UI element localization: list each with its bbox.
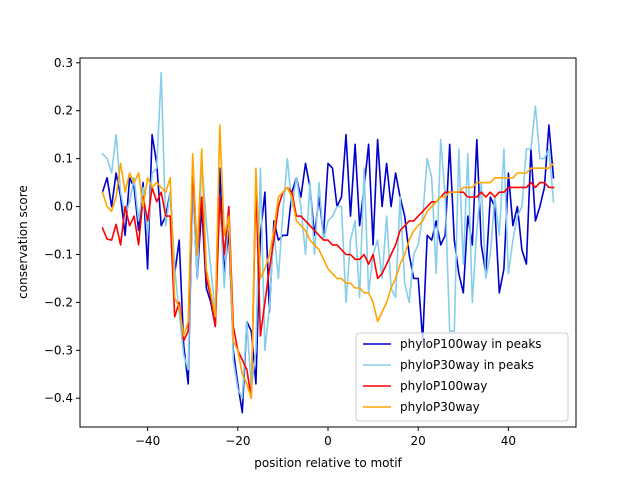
x-tick-label: −40 [135, 434, 160, 448]
legend-label-2: phyloP30way in peaks [400, 358, 534, 372]
legend-label-4: phyloP30way [400, 400, 480, 414]
y-axis-label: conservation score [16, 185, 30, 299]
y-tick-label: −0.1 [44, 247, 73, 261]
series-layer [101, 71, 555, 414]
x-tick-label: −20 [225, 434, 250, 448]
x-tick-label: 40 [501, 434, 516, 448]
y-tick-label: 0.3 [54, 56, 73, 70]
plot-area [79, 57, 577, 428]
x-axis: −40 −20 0 20 40 [135, 427, 516, 448]
series-line-1 [101, 124, 555, 414]
y-tick-label: −0.4 [44, 391, 73, 405]
y-tick-label: −0.2 [44, 295, 73, 309]
x-tick-label: 0 [324, 434, 332, 448]
legend: phyloP100way in peaks phyloP30way in peak… [355, 332, 569, 422]
y-tick-label: −0.3 [44, 343, 73, 357]
y-tick-label: 0.1 [54, 152, 73, 166]
series-line-4 [101, 124, 555, 400]
legend-label-3: phyloP100way [400, 379, 487, 393]
series-line-3 [101, 167, 555, 400]
legend-box [355, 332, 569, 422]
series-line-2 [101, 71, 555, 400]
y-tick-label: 0.2 [54, 104, 73, 118]
x-axis-label: position relative to motif [254, 456, 402, 470]
legend-label-1: phyloP100way in peaks [400, 337, 542, 351]
y-axis: −0.4 −0.3 −0.2 −0.1 0.0 0.1 0.2 0.3 [44, 56, 80, 405]
x-tick-label: 20 [411, 434, 426, 448]
y-tick-label: 0.0 [54, 200, 73, 214]
